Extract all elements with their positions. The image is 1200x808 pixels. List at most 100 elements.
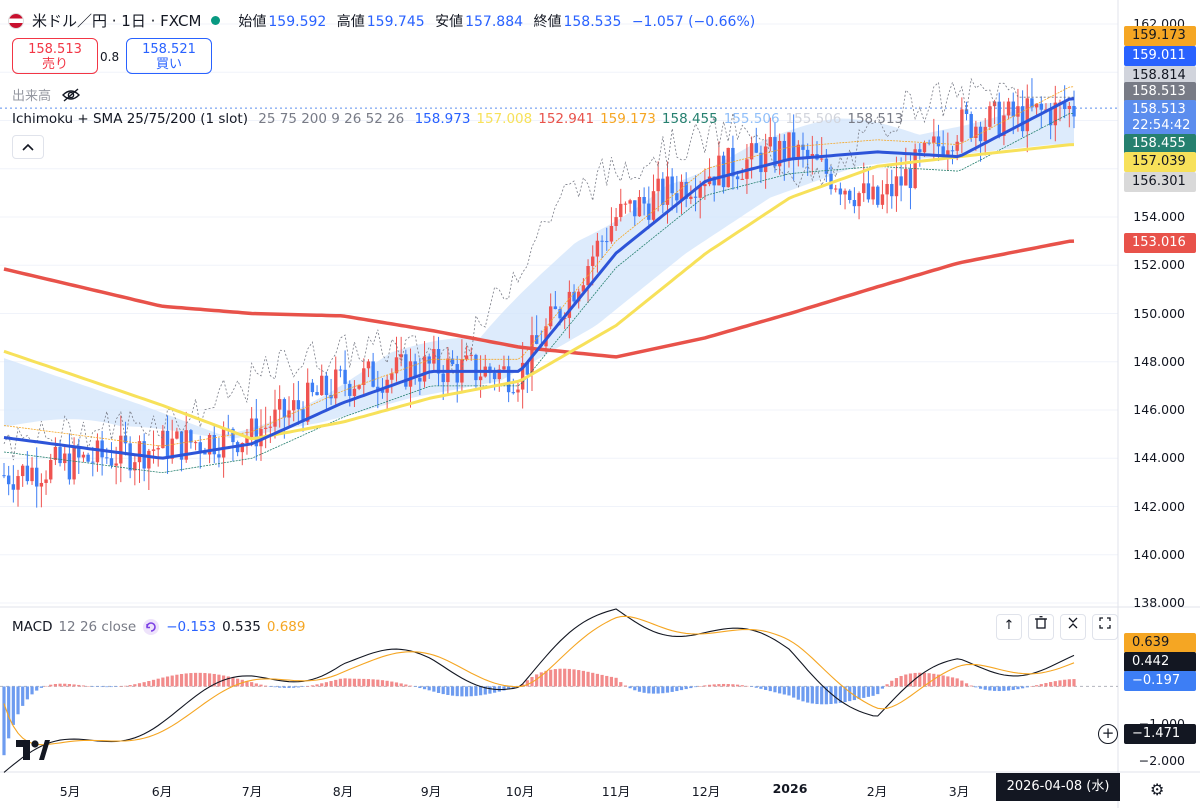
candle-body [600,240,604,242]
candle-body [558,309,562,319]
candle-body [1039,103,1043,110]
tradingview-logo[interactable] [16,740,50,766]
price-label: 22:54:42 [1124,116,1196,136]
candle-body [1062,102,1067,110]
macd-histogram-bar [170,675,174,687]
candle-body [95,440,100,463]
candle-body [63,453,67,464]
ohlc-readout: 始値 159.592 高値 159.745 安値 157.884 終値 158.535 … [238,13,756,30]
candle-body [207,435,212,455]
macd-legend[interactable]: MACD 12 26 close −0.153 0.535 0.689 [12,618,306,636]
macd-histogram-bar [605,675,609,687]
macd-histogram-bar [441,686,445,695]
candle-body [165,430,170,459]
candle-body [871,186,875,200]
macd-histogram-bar [1030,686,1034,687]
macd-histogram-bar [151,679,156,687]
macd-histogram-bar [936,674,941,687]
plus-icon[interactable]: + [1098,724,1118,744]
candle-body [72,447,76,480]
macd-histogram-bar [390,681,394,687]
price-tick: 138.000 [1133,595,1185,610]
macd-price-label: −0.197 [1124,671,1196,691]
gear-icon[interactable]: ⚙ [1150,780,1165,799]
candle-body [1048,109,1053,126]
macd-histogram-bar [549,669,553,687]
indicator-legend[interactable]: Ichimoku + SMA 25/75/200 (1 slot) 25 75 … [12,111,915,127]
candle-body [885,183,889,195]
candle-body [217,454,221,458]
sell-button[interactable]: 158.513 売り [12,38,98,74]
macd-histogram-bar [834,686,838,704]
candle-body [170,438,174,459]
candle-body [133,462,137,471]
candle-body [156,448,160,450]
indicator-value-6: 155.506 [785,111,842,127]
change-value: −1.057 (−0.66%) [631,13,756,30]
candle-body [44,479,48,483]
time-tick: 11月 [601,784,631,799]
macd-histogram-bar [609,676,614,687]
macd-histogram-bar [637,686,642,692]
macd-histogram-bar [193,672,198,687]
macd-histogram-bar [782,686,786,695]
macd-histogram-bar [408,685,413,687]
candle-body [49,459,53,480]
candle-body [852,200,857,207]
symbol-title[interactable]: 米ドル／円 · 1日 · FXCM [32,12,202,30]
indicator-values: 158.973 157.008 152.941 159.173 158.455 155.5… [415,111,910,127]
collapse-legend-button[interactable] [12,135,44,159]
candle-body [534,335,539,344]
macd-histogram-bar [978,686,983,689]
macd-histogram-bar [992,686,997,691]
candle-body [147,450,151,469]
candle-body [105,457,109,459]
maximize-pane-button[interactable] [1092,614,1118,640]
maximize-icon [1099,617,1111,629]
collapse-pane-button[interactable] [1060,614,1086,640]
macd-histogram-bar [535,674,539,687]
delete-pane-button[interactable] [1028,614,1054,640]
candle-body [67,453,72,480]
macd-histogram-bar [572,669,576,687]
candle-body [30,467,34,482]
chikou-span-line [3,77,1074,461]
candle-body [520,362,525,390]
macd-histogram-bar [1072,679,1076,687]
eye-off-icon[interactable] [61,87,81,103]
macd-histogram-bar [128,685,132,687]
candle-body [497,369,501,380]
macd-histogram-bar [236,678,240,687]
macd-histogram-bar [25,686,29,700]
candle-body [413,361,417,378]
move-up-button[interactable]: ↑ [996,614,1022,640]
macd-histogram-bar [567,668,571,687]
time-tick: 5月 [59,784,81,799]
macd-histogram-bar [1063,679,1067,687]
indicator-value-3: 159.173 [600,111,656,127]
candle-body [689,196,693,199]
candle-body [2,475,6,477]
macd-histogram-bar [1058,680,1062,687]
buy-button[interactable]: 158.521 買い [126,38,212,74]
macd-histogram-bar [787,686,791,696]
indicator-value-5: 155.506 [723,111,780,127]
candle-body [726,147,730,188]
macd-histogram-bar [553,669,557,687]
candle-body [577,291,581,302]
macd-histogram-bar [184,673,188,687]
macd-histogram-bar [432,686,436,692]
candle-body [946,150,950,157]
candle-body [35,467,39,487]
candle-body [1072,105,1076,117]
candle-body [857,193,861,207]
macd-histogram-bar [413,686,417,687]
candle-body [296,400,301,410]
refresh-icon[interactable] [142,618,160,636]
candle-body [876,186,880,205]
macd-histogram-bar [866,686,871,697]
macd-histogram-bar [44,685,48,687]
candle-body [343,369,347,384]
price-label: 158.455 [1124,134,1196,154]
